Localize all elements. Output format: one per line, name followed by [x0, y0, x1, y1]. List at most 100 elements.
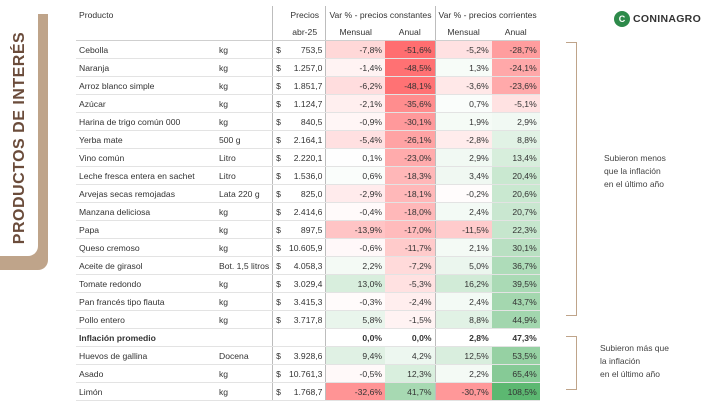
prices-table: Producto Precios Var % - precios constan… — [76, 6, 540, 401]
var-curr-annual: 20,6% — [491, 184, 540, 203]
var-const-annual: -18,0% — [385, 202, 435, 221]
var-curr-annual: 44,9% — [491, 310, 540, 329]
var-curr-monthly: 2,4% — [434, 292, 492, 311]
product-name: Leche fresca entera en sachet — [76, 166, 216, 185]
var-const-annual: 12,3% — [385, 364, 435, 383]
product-price: 3.717,8 — [283, 310, 326, 329]
var-curr-annual: -5,1% — [491, 94, 540, 113]
table-row: Manzana deliciosa kg $2.414,6 -0,4% -18,0% 2,… — [76, 202, 540, 221]
var-curr-monthly: 2,1% — [434, 238, 492, 257]
var-curr-annual: 53,5% — [491, 346, 540, 365]
header-price-line1: Precios — [290, 9, 320, 20]
currency-symbol: $ — [272, 238, 284, 257]
var-const-annual: -48,5% — [385, 58, 435, 77]
product-price: 1.851,7 — [283, 76, 326, 95]
var-curr-monthly: -30,7% — [434, 382, 492, 401]
header-price-line2: abr-25 — [283, 23, 326, 41]
table-row: Papa kg $897,5 -13,9% -17,0% -11,5% 22,3% — [76, 220, 540, 239]
section-title-text: PRODUCTOS DE INTERÉS — [11, 31, 28, 245]
product-price: 3.415,3 — [283, 292, 326, 311]
var-curr-annual: 8,8% — [491, 130, 540, 149]
header-product: Producto — [79, 9, 114, 20]
product-name: Queso cremoso — [76, 238, 216, 257]
var-const-annual: -48,1% — [385, 76, 435, 95]
product-price: 10.605,9 — [283, 238, 326, 257]
product-name: Aceite de girasol — [76, 256, 216, 275]
product-price: 1.124,7 — [283, 94, 326, 113]
product-unit: kg — [216, 40, 273, 59]
var-curr-annual: 20,7% — [491, 202, 540, 221]
product-unit: kg — [216, 94, 273, 113]
currency-symbol: $ — [272, 346, 284, 365]
var-curr-monthly: 5,0% — [434, 256, 492, 275]
product-name: Arvejas secas remojadas — [76, 184, 216, 203]
product-name: Inflación promedio — [76, 328, 216, 347]
header-row-groups: Producto Precios Var % - precios constan… — [76, 6, 540, 23]
currency-symbol: $ — [272, 40, 284, 59]
currency-symbol: $ — [272, 220, 284, 239]
table-row: Limón kg $1.768,7 -32,6% 41,7% -30,7% 108,5% — [76, 382, 540, 401]
var-curr-monthly: -0,2% — [434, 184, 492, 203]
currency-symbol: $ — [272, 58, 284, 77]
table-row: Vino común Litro $2.220,1 0,1% -23,0% 2,9% 13,… — [76, 148, 540, 167]
product-name: Pollo entero — [76, 310, 216, 329]
var-const-annual: -2,4% — [385, 292, 435, 311]
product-price: 2.164,1 — [283, 130, 326, 149]
var-const-annual: -23,0% — [385, 148, 435, 167]
var-const-monthly: -2,9% — [325, 184, 385, 203]
var-curr-annual: 108,5% — [491, 382, 540, 401]
note-below-line2: que la inflación — [604, 166, 661, 176]
table-row: Pan francés tipo flauta kg $3.415,3 -0,3% -2… — [76, 292, 540, 311]
product-price: 2.414,6 — [283, 202, 326, 221]
product-unit: Lata 220 g — [216, 184, 273, 203]
var-curr-monthly: 2,9% — [434, 148, 492, 167]
var-const-annual: -26,1% — [385, 130, 435, 149]
var-const-annual: -7,2% — [385, 256, 435, 275]
product-unit: Litro — [216, 148, 273, 167]
header-curr-group: Var % - precios corrientes — [434, 6, 540, 23]
var-curr-annual: 39,5% — [491, 274, 540, 293]
var-const-monthly: -2,1% — [325, 94, 385, 113]
product-price: 3.029,4 — [283, 274, 326, 293]
var-const-monthly: -0,3% — [325, 292, 385, 311]
product-unit: kg — [216, 220, 273, 239]
var-curr-annual: 13,4% — [491, 148, 540, 167]
currency-symbol: $ — [272, 202, 284, 221]
var-const-monthly: 13,0% — [325, 274, 385, 293]
var-curr-monthly: 2,8% — [434, 328, 492, 347]
header-const-monthly: Mensual — [325, 23, 385, 41]
currency-symbol: $ — [272, 382, 284, 401]
var-curr-annual: 43,7% — [491, 292, 540, 311]
currency-symbol: $ — [272, 94, 284, 113]
product-name: Vino común — [76, 148, 216, 167]
product-unit: kg — [216, 58, 273, 77]
product-price: 1.768,7 — [283, 382, 326, 401]
var-const-monthly: -5,4% — [325, 130, 385, 149]
var-curr-annual: -24,1% — [491, 58, 540, 77]
header-const-annual: Anual — [385, 23, 435, 41]
var-const-monthly: -0,5% — [325, 364, 385, 383]
product-unit: kg — [216, 310, 273, 329]
var-curr-monthly: -5,2% — [434, 40, 492, 59]
product-name: Azúcar — [76, 94, 216, 113]
product-name: Pan francés tipo flauta — [76, 292, 216, 311]
table-row: Azúcar kg $1.124,7 -2,1% -35,6% 0,7% -5,1% — [76, 94, 540, 113]
product-unit: Litro — [216, 166, 273, 185]
product-name: Naranja — [76, 58, 216, 77]
var-curr-annual: -28,7% — [491, 40, 540, 59]
table-row: Cebolla kg $753,5 -7,8% -51,6% -5,2% -28,7% — [76, 40, 540, 59]
currency-symbol: $ — [272, 292, 284, 311]
var-curr-monthly: -2,8% — [434, 130, 492, 149]
product-price: 10.761,3 — [283, 364, 326, 383]
product-unit: kg — [216, 76, 273, 95]
inflation-summary-row: Inflación promedio 0,0% 0,0% 2,8% 47,3% — [76, 328, 540, 347]
var-curr-annual: 30,1% — [491, 238, 540, 257]
product-unit: kg — [216, 202, 273, 221]
logo-mark-icon: C — [614, 11, 630, 27]
bracket-above-inflation — [566, 336, 577, 390]
var-curr-monthly: 2,4% — [434, 202, 492, 221]
table-row: Arroz blanco simple kg $1.851,7 -6,2% -48,1%… — [76, 76, 540, 95]
product-price: 840,5 — [283, 112, 326, 131]
var-curr-monthly: 1,3% — [434, 58, 492, 77]
var-curr-annual: 65,4% — [491, 364, 540, 383]
